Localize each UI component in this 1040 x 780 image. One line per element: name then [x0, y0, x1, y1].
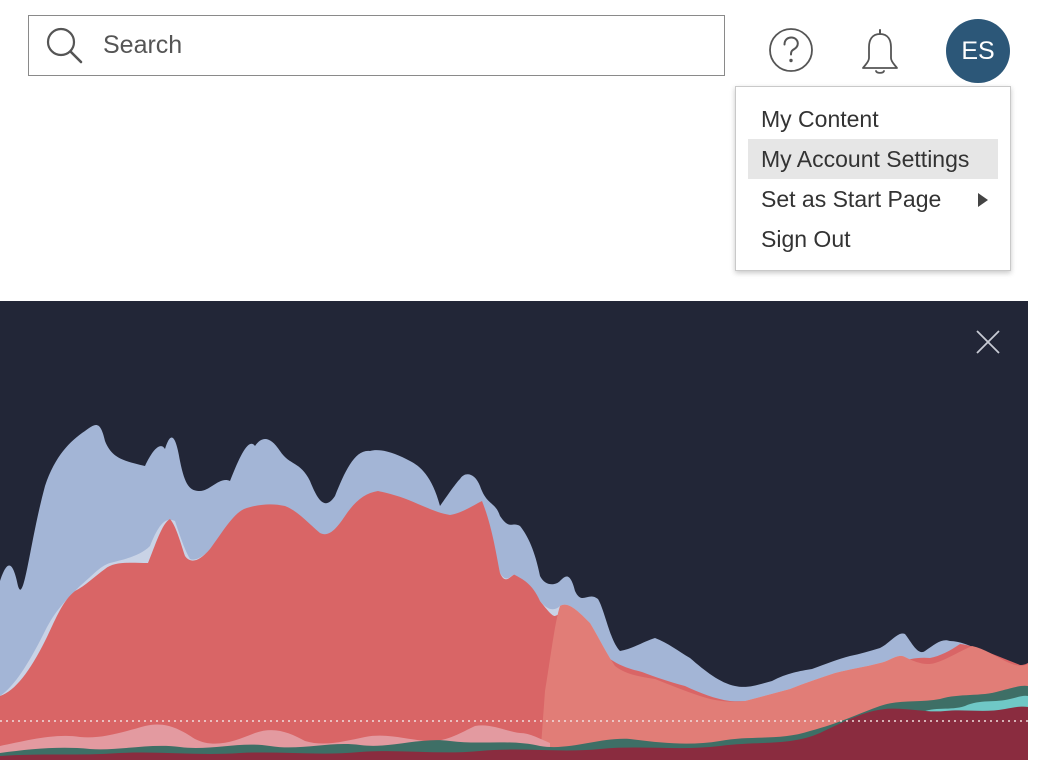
banner-layer-coral: [0, 491, 1028, 760]
banner-layer-maroon: [0, 706, 1028, 760]
submenu-arrow-icon: [978, 193, 988, 207]
user-avatar-button[interactable]: ES: [946, 19, 1010, 83]
menu-item-my-account-settings[interactable]: My Account Settings: [748, 139, 998, 179]
search-icon: [45, 26, 85, 66]
search-box[interactable]: [28, 15, 725, 76]
close-icon: [976, 330, 1000, 354]
banner-layer-teal: [0, 685, 1028, 760]
bell-icon[interactable]: [856, 27, 904, 75]
banner-close-button[interactable]: [972, 326, 1004, 358]
menu-item-my-content[interactable]: My Content: [761, 106, 879, 132]
search-input[interactable]: [101, 30, 665, 61]
banner-artwork: [0, 425, 1028, 760]
help-icon[interactable]: [768, 27, 814, 73]
menu-item-label: Set as Start Page: [761, 186, 942, 212]
hero-banner: [0, 301, 1028, 760]
menu-item-sign-out[interactable]: Sign Out: [761, 226, 851, 252]
menu-item-set-as-start-page[interactable]: Set as Start Page: [748, 179, 998, 219]
user-menu: My Content My Account Settings Set as St…: [735, 86, 1011, 271]
